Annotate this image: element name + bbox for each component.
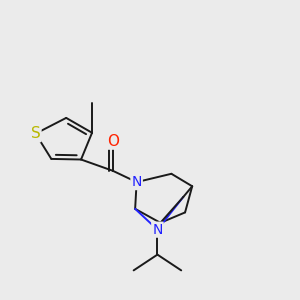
Text: O: O [107,134,119,148]
Text: S: S [31,126,40,141]
Text: N: N [131,175,142,189]
Text: N: N [152,223,163,237]
